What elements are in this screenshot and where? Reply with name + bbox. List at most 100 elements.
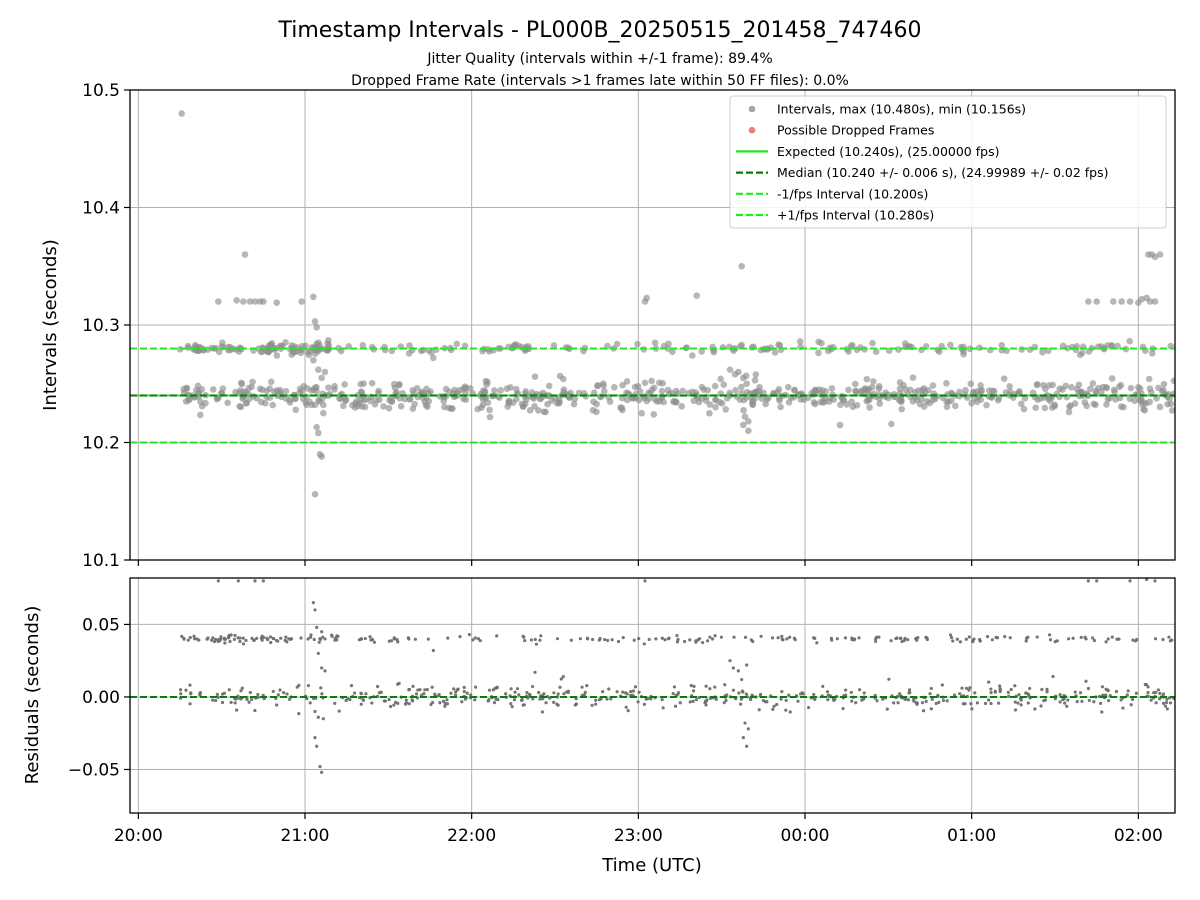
interval-point bbox=[325, 384, 332, 391]
interval-point bbox=[1133, 639, 1138, 643]
outlier-point bbox=[311, 601, 315, 605]
interval-point bbox=[1140, 399, 1148, 406]
interval-point bbox=[1116, 383, 1123, 391]
interval-point bbox=[1170, 377, 1175, 385]
interval-point bbox=[198, 691, 202, 695]
interval-point bbox=[214, 698, 218, 703]
interval-point bbox=[866, 404, 873, 411]
interval-point bbox=[779, 697, 783, 701]
interval-point bbox=[1048, 638, 1053, 642]
interval-point bbox=[791, 386, 799, 394]
interval-point bbox=[363, 636, 367, 641]
outlier-point bbox=[241, 251, 249, 258]
interval-point bbox=[1056, 385, 1063, 392]
outlier-point bbox=[1118, 298, 1125, 305]
x-tick-label: 00:00 bbox=[781, 826, 830, 846]
interval-point bbox=[389, 639, 394, 643]
interval-point bbox=[357, 380, 364, 388]
interval-point bbox=[691, 699, 695, 704]
interval-point bbox=[239, 689, 243, 693]
interval-point bbox=[689, 352, 696, 359]
interval-point bbox=[423, 688, 427, 692]
interval-point bbox=[964, 637, 968, 641]
interval-point bbox=[406, 636, 411, 640]
interval-point bbox=[522, 388, 529, 395]
interval-point bbox=[825, 690, 830, 694]
interval-point bbox=[432, 346, 440, 354]
interval-point bbox=[526, 406, 534, 414]
interval-point bbox=[788, 710, 792, 714]
outlier-point bbox=[321, 368, 329, 376]
y-tick-label: 10.2 bbox=[82, 434, 120, 454]
interval-point bbox=[609, 697, 613, 701]
interval-point bbox=[396, 640, 400, 644]
interval-point bbox=[253, 708, 257, 713]
interval-point bbox=[359, 637, 363, 641]
interval-point bbox=[1125, 693, 1129, 697]
interval-point bbox=[872, 393, 879, 400]
interval-point bbox=[850, 699, 854, 703]
interval-point bbox=[698, 637, 702, 641]
interval-point bbox=[885, 707, 889, 711]
interval-point bbox=[1156, 403, 1164, 411]
interval-point bbox=[1166, 395, 1173, 402]
interval-point bbox=[770, 636, 775, 640]
y-tick-label: −0.05 bbox=[68, 760, 120, 780]
interval-point bbox=[392, 637, 396, 641]
interval-point bbox=[260, 638, 264, 642]
interval-point bbox=[631, 689, 636, 693]
interval-point bbox=[1134, 691, 1138, 695]
outlier-point bbox=[178, 110, 185, 117]
interval-point bbox=[372, 640, 377, 644]
plot-frame bbox=[129, 577, 1176, 814]
interval-point bbox=[312, 637, 316, 642]
interval-point bbox=[949, 635, 954, 640]
interval-point bbox=[406, 395, 414, 403]
interval-point bbox=[1045, 690, 1049, 694]
outlier-point bbox=[236, 579, 240, 583]
interval-point bbox=[785, 399, 793, 406]
interval-point bbox=[460, 700, 464, 704]
interval-point bbox=[1168, 701, 1173, 705]
legend-entry: Intervals, max (10.480s), min (10.156s) bbox=[748, 102, 1026, 117]
interval-point bbox=[912, 699, 916, 703]
interval-point bbox=[719, 635, 723, 639]
outlier-point bbox=[315, 366, 322, 373]
interval-point bbox=[671, 691, 675, 696]
outlier-point bbox=[323, 669, 327, 673]
interval-point bbox=[241, 642, 246, 646]
interval-point bbox=[987, 698, 991, 702]
interval-point bbox=[318, 637, 322, 641]
interval-point bbox=[1154, 701, 1158, 705]
interval-point bbox=[478, 404, 485, 411]
interval-point bbox=[691, 689, 696, 693]
interval-point bbox=[815, 349, 822, 357]
interval-point bbox=[1120, 403, 1127, 411]
interval-point bbox=[299, 636, 303, 640]
interval-point bbox=[456, 386, 464, 394]
interval-point bbox=[704, 386, 711, 394]
interval-point bbox=[538, 638, 542, 642]
interval-point bbox=[1063, 701, 1067, 705]
legend-label: Median (10.240 +/- 0.006 s), (24.99989 +… bbox=[777, 165, 1108, 180]
interval-point bbox=[540, 710, 545, 714]
interval-point bbox=[963, 702, 967, 706]
interval-point bbox=[534, 642, 539, 646]
interval-point bbox=[324, 344, 332, 352]
interval-point bbox=[441, 403, 448, 411]
legend-marker bbox=[748, 105, 756, 113]
outlier-point bbox=[1145, 578, 1149, 582]
interval-point bbox=[1154, 690, 1158, 694]
interval-point bbox=[759, 634, 763, 638]
interval-point bbox=[411, 684, 415, 688]
interval-point bbox=[544, 701, 548, 705]
interval-point bbox=[1078, 388, 1085, 396]
interval-point bbox=[951, 639, 955, 643]
interval-point bbox=[723, 683, 727, 687]
interval-point bbox=[193, 637, 197, 641]
interval-point bbox=[740, 406, 747, 414]
interval-point bbox=[525, 690, 529, 695]
legend-entry: Expected (10.240s), (25.00000 fps) bbox=[736, 144, 999, 159]
interval-point bbox=[1042, 385, 1049, 393]
outlier-point bbox=[738, 341, 745, 349]
